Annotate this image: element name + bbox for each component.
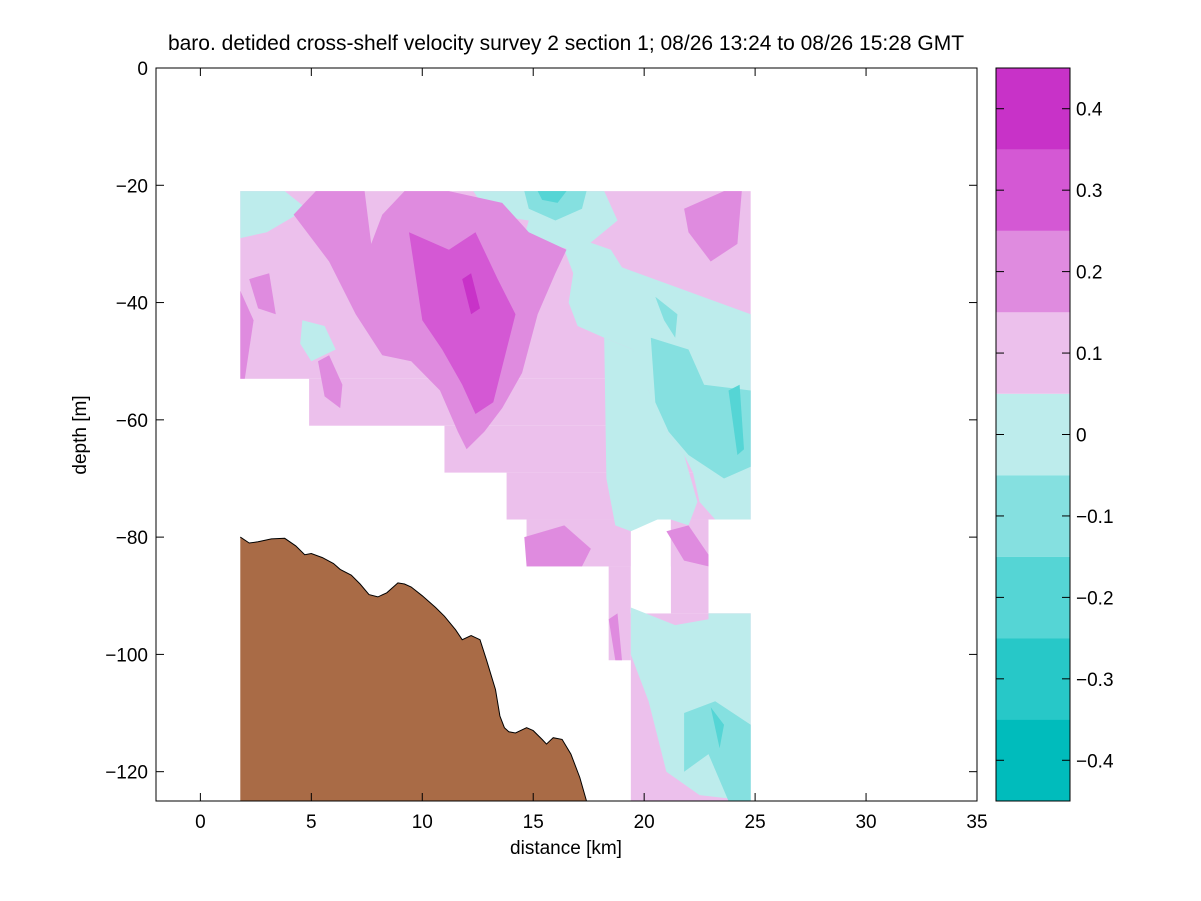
y-tick-label: −80: [116, 528, 148, 549]
x-tick-label: 20: [634, 812, 655, 833]
colorbar-tick-labels: −0.4 −0.3 −0.2 −0.1 0 0.1 0.2 0.3 0.4: [1076, 100, 1114, 773]
velocity-region-10: [537, 191, 567, 203]
velocity-region-8: [655, 296, 678, 338]
colorbar-band: [996, 393, 1070, 476]
colorbar-band: [996, 68, 1070, 150]
velocity-region-16: [249, 273, 276, 315]
colorbar-band: [996, 638, 1070, 720]
colorbar-tick-label: −0.1: [1076, 507, 1114, 528]
colorbar-tick-label: 0.3: [1076, 181, 1102, 202]
y-axis-label: depth [m]: [70, 395, 91, 474]
velocity-region-5: [300, 320, 336, 362]
velocity-region-22: [462, 273, 480, 315]
velocity-region-12: [710, 707, 724, 749]
colorbar-band: [996, 556, 1070, 639]
velocity-region-17: [318, 355, 343, 409]
colorbar-band: [996, 312, 1070, 394]
seafloor-outline: [240, 536, 587, 801]
velocity-block-8: [630, 519, 671, 614]
y-tick-label: −40: [116, 294, 148, 315]
velocity-region-18: [524, 525, 591, 567]
y-tick-label: −60: [116, 411, 148, 432]
seafloor-fill: [240, 537, 587, 801]
plot-frame: [155, 67, 978, 802]
colorbar-band: [996, 149, 1070, 231]
x-tick-label: 10: [412, 812, 433, 833]
y-tick-label: −100: [105, 645, 148, 666]
velocity-region-3: [604, 337, 698, 532]
plot-area: 0 5 10 15 20 25 30 35 −120 −100 −80 −60 −40 −20 0: [105, 59, 987, 833]
velocity-region-20: [666, 525, 709, 567]
colorbar-frame: [995, 67, 1071, 802]
x-tick-label: 25: [745, 812, 766, 833]
velocity-region-11: [728, 384, 744, 455]
colorbar-band: [996, 230, 1070, 313]
velocity-region-15: [240, 290, 254, 379]
seafloor-bathymetry: [240, 536, 587, 801]
x-tick-label: 35: [966, 812, 987, 833]
colorbar: −0.4 −0.3 −0.2 −0.1 0 0.1 0.2 0.3 0.4: [995, 67, 1114, 802]
velocity-region-7: [650, 337, 751, 479]
velocity-region-19: [608, 613, 622, 661]
velocity-region-21: [409, 232, 516, 414]
x-tick-label: 30: [855, 812, 876, 833]
colorbar-band: [996, 719, 1070, 801]
x-tick-label: 15: [523, 812, 544, 833]
velocity-region-0: [240, 191, 307, 239]
colorbar-tick-label: 0: [1076, 426, 1087, 447]
y-tick-label: −20: [116, 176, 148, 197]
colorbar-tick-label: −0.2: [1076, 588, 1114, 609]
y-tick-label: 0: [137, 59, 148, 80]
colorbar-tick-label: −0.4: [1076, 751, 1114, 772]
x-tick-label: 0: [195, 812, 206, 833]
colorbar-bands: [996, 68, 1070, 801]
velocity-contours: [240, 191, 751, 801]
x-axis-label: distance [km]: [510, 838, 622, 859]
colorbar-tick-label: 0.4: [1076, 100, 1103, 121]
x-tick-label: 5: [306, 812, 317, 833]
colorbar-tick-label: 0.2: [1076, 263, 1102, 284]
y-tick-labels: −120 −100 −80 −60 −40 −20 0: [105, 59, 148, 784]
colorbar-band: [996, 475, 1070, 557]
colorbar-tick-label: 0.1: [1076, 344, 1102, 365]
velocity-region-9: [684, 701, 751, 801]
y-tick-label: −120: [105, 763, 148, 784]
velocity-region-6: [524, 191, 587, 221]
velocity-region-14: [684, 191, 742, 262]
colorbar-ticks: [996, 108, 1070, 761]
colorbar-tick-label: −0.3: [1076, 670, 1114, 691]
x-tick-labels: 0 5 10 15 20 25 30 35: [195, 812, 987, 833]
chart-title: baro. detided cross-shelf velocity surve…: [168, 32, 964, 55]
